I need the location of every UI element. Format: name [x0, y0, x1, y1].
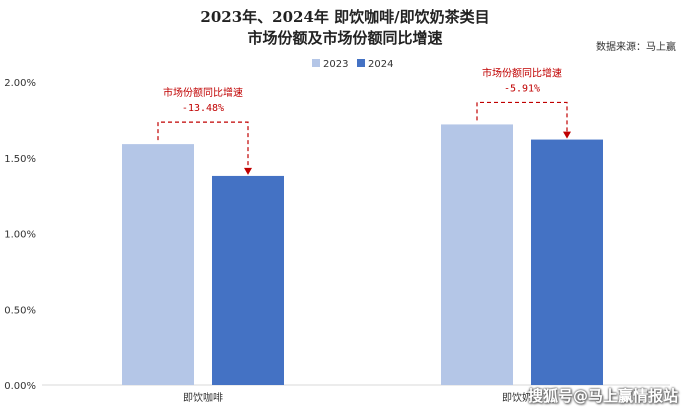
bar-2023 — [441, 124, 513, 386]
y-tick-label: 2.00% — [4, 78, 36, 89]
category-label: 即饮咖啡 — [183, 391, 223, 404]
category-label: 即饮奶茶 — [502, 391, 542, 404]
watermark-text: 搜狐号@马上赢情报站 — [527, 387, 678, 405]
growth-value: -13.48% — [182, 103, 224, 114]
bar-2024 — [212, 175, 284, 385]
bar-2023 — [122, 144, 194, 385]
growth-label: 市场份额同比增速 — [163, 86, 243, 99]
y-tick-label: 0.50% — [4, 305, 36, 316]
bar-2024 — [531, 139, 603, 385]
growth-value: -5.91% — [504, 83, 540, 94]
y-tick-label: 1.00% — [4, 230, 36, 241]
y-tick-label: 1.50% — [4, 154, 36, 165]
growth-arrowhead — [244, 167, 252, 175]
legend-label: 2023 — [323, 59, 348, 70]
growth-label: 市场份额同比增速 — [482, 66, 562, 79]
y-tick-label: 0.00% — [4, 381, 36, 392]
growth-bracket — [476, 101, 568, 133]
legend-label: 2024 — [368, 59, 393, 70]
legend-swatch — [357, 59, 365, 67]
legend-swatch — [312, 59, 320, 67]
chart-title-line-2: 市场份额及市场份额同比增速 — [247, 29, 443, 47]
growth-bracket — [157, 121, 249, 169]
chart-title-line-1: 2023年、2024年 即饮咖啡/即饮奶茶类目 — [200, 8, 490, 26]
data-source-label: 数据来源：马上赢 — [596, 42, 676, 53]
growth-arrowhead — [563, 131, 571, 139]
